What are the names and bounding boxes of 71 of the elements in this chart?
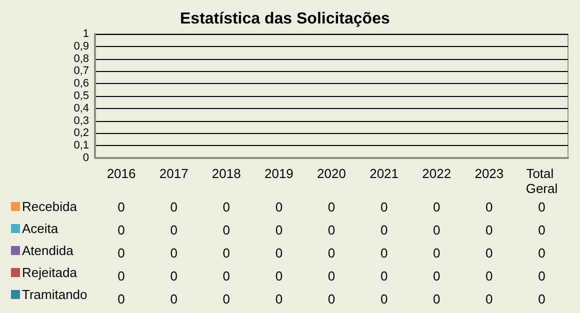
data-label: 0 (486, 246, 493, 260)
data-label: 0 (380, 200, 388, 214)
y-tick-label: 0,6 (74, 78, 89, 90)
data-label: 0 (538, 246, 546, 260)
x-tick-label: 2021 (370, 166, 399, 181)
data-label: 0 (170, 222, 178, 238)
data-label: 0 (432, 246, 440, 260)
chart-title: Estatística das Solicitações (180, 10, 390, 28)
data-label: 0 (170, 246, 178, 260)
data-label: 0 (328, 246, 336, 260)
y-tick-label: 0,1 (74, 140, 89, 152)
data-label: 0 (222, 246, 230, 260)
data-label: 0 (538, 268, 546, 284)
data-label: 0 (222, 292, 230, 306)
x-tick-label: 2018 (212, 166, 241, 181)
data-label: 0 (432, 200, 440, 214)
data-label: 0 (275, 246, 283, 260)
data-label: 0 (486, 200, 493, 214)
data-label: 0 (118, 268, 125, 284)
data-label: 0 (118, 292, 125, 306)
legend-label: Atendida (22, 243, 74, 258)
data-label: 0 (118, 246, 125, 260)
data-label: 0 (222, 200, 230, 214)
data-label: 0 (432, 292, 440, 306)
data-label: 0 (486, 222, 493, 238)
data-label: 0 (275, 200, 283, 214)
data-label: 0 (432, 222, 440, 238)
data-label: 0 (222, 222, 230, 238)
data-label: 0 (538, 200, 546, 214)
data-label: 0 (486, 268, 493, 284)
y-tick-label: 1 (82, 28, 89, 40)
data-label: 0 (328, 268, 336, 284)
data-label: 0 (328, 292, 336, 306)
legend-label: Tramitando (22, 287, 88, 302)
y-tick-label: 0 (82, 152, 89, 164)
data-label: 0 (118, 200, 125, 214)
x-tick-label: 2020 (317, 166, 346, 181)
data-label: 0 (170, 292, 178, 306)
data-label: 0 (275, 268, 283, 284)
legend-label: Rejeitada (22, 265, 78, 280)
data-label: 0 (170, 268, 178, 284)
x-tick-label: 2019 (264, 166, 294, 181)
x-tick-label: 2016 (106, 166, 136, 181)
x-tick-label: 2023 (474, 166, 504, 181)
data-label: 0 (118, 222, 125, 238)
y-tick-label: 0,7 (74, 65, 89, 78)
data-label: 0 (170, 200, 178, 214)
x-tick-label: 2017 (159, 166, 188, 181)
data-label: 0 (275, 222, 283, 238)
data-label: 0 (432, 268, 440, 284)
data-label: 0 (538, 292, 546, 306)
data-label: 0 (380, 246, 388, 260)
data-label: 0 (222, 268, 230, 284)
x-tick-label: 2022 (422, 166, 452, 181)
y-tick-label: 0,4 (74, 102, 89, 114)
y-tick-label: 0,8 (74, 52, 89, 65)
y-tick-label: 0,3 (74, 114, 89, 127)
data-label: 0 (275, 292, 283, 306)
y-tick-label: 0,2 (74, 127, 89, 140)
y-tick-label: 0,9 (74, 40, 89, 52)
data-label: 0 (328, 200, 336, 214)
data-label: 0 (328, 222, 336, 238)
y-tick-label: 0,5 (74, 90, 89, 102)
legend-label: Aceita (22, 221, 59, 236)
data-label: 0 (486, 292, 493, 306)
legend-label: Recebida (22, 199, 78, 214)
data-label: 0 (380, 222, 388, 238)
x-tick-label: Total Geral (526, 166, 558, 196)
data-label: 0 (380, 292, 388, 306)
data-label: 0 (538, 222, 546, 238)
data-label: 0 (380, 268, 388, 284)
